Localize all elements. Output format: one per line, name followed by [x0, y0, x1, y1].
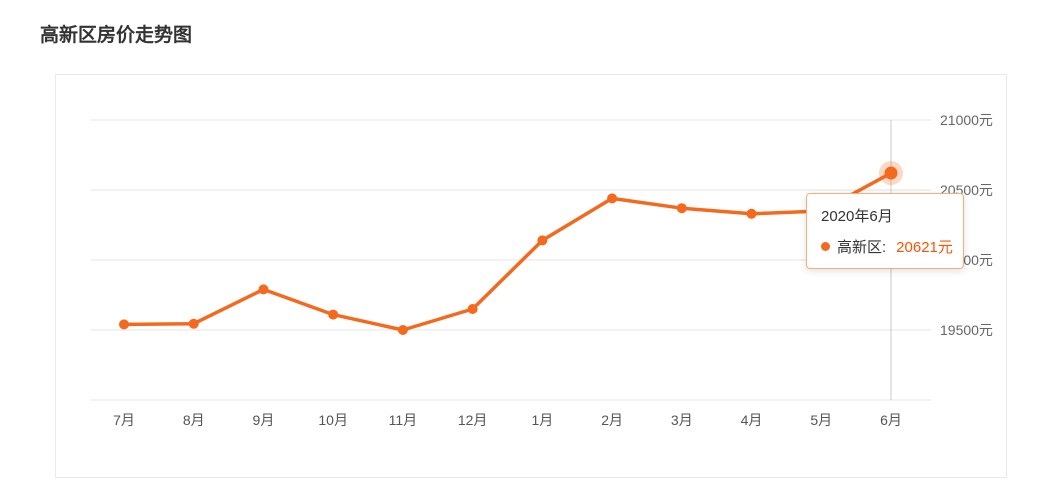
chart-card: 21000元 20500元 20000元 19500元 7月 8月 9月 10月 11月 12月 1… — [55, 74, 1007, 478]
x-axis-label: 12月 — [458, 412, 488, 428]
series-marker-icon — [821, 242, 830, 251]
data-point — [119, 319, 129, 330]
data-point — [676, 203, 687, 214]
data-point — [537, 235, 548, 246]
tooltip-row: 高新区: 20621元 — [821, 236, 953, 257]
data-point — [188, 318, 199, 329]
data-point — [397, 325, 408, 335]
page-title: 高新区房价走势图 — [40, 25, 193, 46]
data-point — [746, 208, 757, 219]
x-axis-label: 8月 — [183, 412, 205, 428]
price-line — [122, 171, 893, 332]
x-axis-label: 9月 — [253, 412, 275, 428]
x-axis-label: 5月 — [810, 412, 832, 428]
tooltip: 2020年6月 高新区: 20621元 — [806, 193, 964, 269]
data-point — [328, 309, 339, 320]
x-axis-label: 10月 — [318, 412, 348, 428]
x-axis-label: 11月 — [389, 412, 418, 428]
x-axis-label: 2月 — [601, 412, 623, 428]
tooltip-series-label: 高新区: — [837, 239, 887, 256]
tooltip-title: 2020年6月 — [821, 208, 893, 225]
data-point — [607, 193, 618, 204]
y-axis-label: 19500元 — [940, 322, 993, 338]
x-axis-label: 1月 — [531, 412, 553, 428]
data-point — [884, 166, 898, 180]
x-axis-label: 7月 — [113, 412, 135, 428]
x-axis-label: 6月 — [880, 412, 902, 428]
tooltip-value: 20621元 — [896, 239, 953, 256]
data-point — [258, 284, 269, 295]
x-axis-label: 4月 — [741, 412, 763, 428]
data-point — [467, 304, 478, 314]
x-axis-label: 3月 — [671, 412, 693, 428]
y-axis-label: 21000元 — [940, 112, 993, 128]
